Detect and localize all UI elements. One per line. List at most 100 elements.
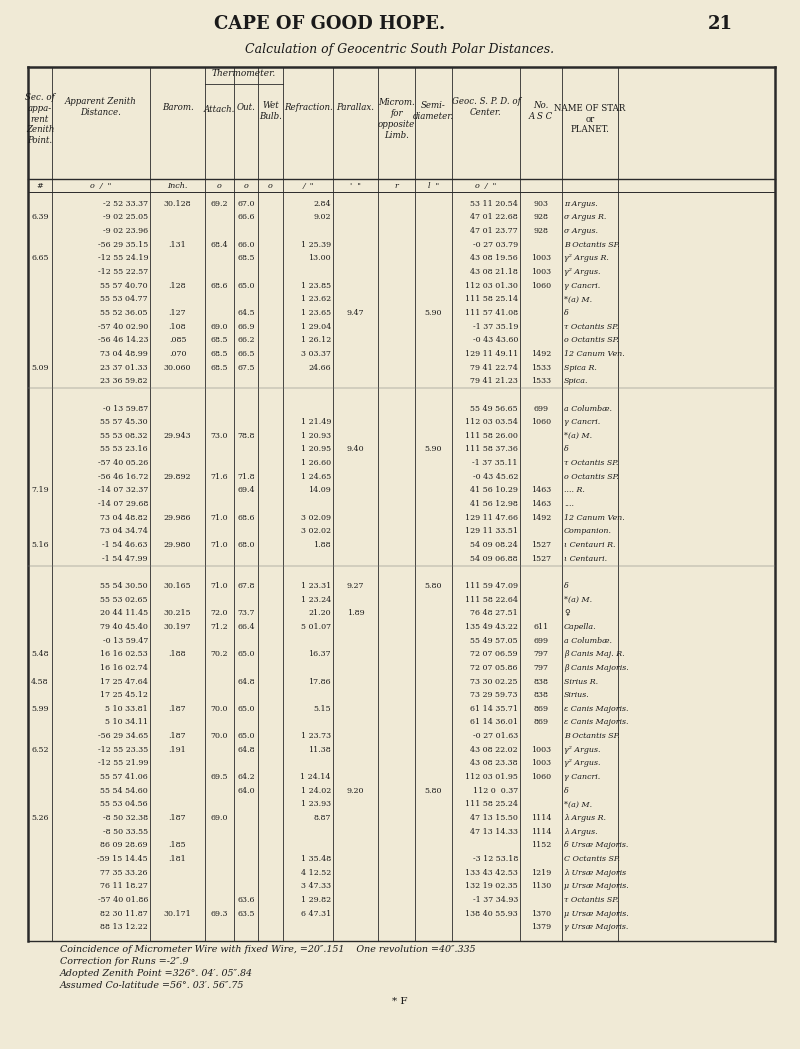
Text: 86 09 28.69: 86 09 28.69 — [101, 841, 148, 850]
Text: 1 23.24: 1 23.24 — [301, 596, 331, 603]
Text: 16 16 02.74: 16 16 02.74 — [100, 664, 148, 671]
Text: 72.0: 72.0 — [210, 609, 228, 617]
Text: No.
A S C: No. A S C — [529, 101, 553, 121]
Text: -56 46 16.72: -56 46 16.72 — [98, 473, 148, 480]
Text: 88 13 12.22: 88 13 12.22 — [100, 923, 148, 932]
Text: 111 58 26.00: 111 58 26.00 — [465, 432, 518, 440]
Text: 70.2: 70.2 — [210, 650, 228, 658]
Text: 70.0: 70.0 — [210, 732, 228, 741]
Text: 66.4: 66.4 — [237, 623, 255, 630]
Text: 138 40 55.93: 138 40 55.93 — [466, 909, 518, 918]
Text: 111 58 22.64: 111 58 22.64 — [465, 596, 518, 603]
Text: 1 23.62: 1 23.62 — [301, 296, 331, 303]
Text: 4.58: 4.58 — [31, 678, 49, 685]
Text: 1533: 1533 — [531, 364, 551, 371]
Text: Assumed Co-latitude =56°. 03′. 56″.75: Assumed Co-latitude =56°. 03′. 56″.75 — [60, 981, 244, 989]
Text: 111 59 47.09: 111 59 47.09 — [465, 582, 518, 590]
Text: 78.8: 78.8 — [238, 432, 254, 440]
Text: 68.6: 68.6 — [210, 282, 228, 290]
Text: 111 58 25.24: 111 58 25.24 — [465, 800, 518, 809]
Text: 30.215: 30.215 — [164, 609, 191, 617]
Text: 17 25 45.12: 17 25 45.12 — [100, 691, 148, 699]
Text: 16 16 02.53: 16 16 02.53 — [100, 650, 148, 658]
Text: 7.19: 7.19 — [31, 487, 49, 494]
Text: -2 52 33.37: -2 52 33.37 — [103, 199, 148, 208]
Text: 68.6: 68.6 — [238, 514, 254, 521]
Text: 112 03 01.95: 112 03 01.95 — [465, 773, 518, 782]
Text: 71.0: 71.0 — [210, 514, 228, 521]
Text: 838: 838 — [534, 691, 549, 699]
Text: -0 27 01.63: -0 27 01.63 — [473, 732, 518, 741]
Text: 1463: 1463 — [531, 487, 551, 494]
Text: -9 02 23.96: -9 02 23.96 — [103, 228, 148, 235]
Text: γ² Argus.: γ² Argus. — [564, 746, 601, 754]
Text: 5 10 34.11: 5 10 34.11 — [105, 719, 148, 727]
Text: 82 30 11.87: 82 30 11.87 — [100, 909, 148, 918]
Text: 47 13 15.50: 47 13 15.50 — [470, 814, 518, 822]
Text: o  /  ": o / " — [90, 181, 112, 190]
Text: 1060: 1060 — [531, 282, 551, 290]
Text: 68.5: 68.5 — [210, 337, 228, 344]
Text: 1003: 1003 — [531, 255, 551, 262]
Text: 73.0: 73.0 — [210, 432, 228, 440]
Text: 5.15: 5.15 — [314, 705, 331, 713]
Text: l  ": l " — [428, 181, 439, 190]
Text: 17.86: 17.86 — [308, 678, 331, 685]
Text: .185: .185 — [169, 841, 186, 850]
Text: 47 13 14.33: 47 13 14.33 — [470, 828, 518, 836]
Text: 30.197: 30.197 — [164, 623, 191, 630]
Text: 29.980: 29.980 — [164, 541, 191, 549]
Text: 54 09 06.88: 54 09 06.88 — [470, 555, 518, 562]
Text: .187: .187 — [169, 814, 186, 822]
Text: 797: 797 — [534, 664, 549, 671]
Text: 1 21.49: 1 21.49 — [301, 419, 331, 426]
Text: Sirius R.: Sirius R. — [564, 678, 598, 685]
Text: δ: δ — [564, 446, 569, 453]
Text: .181: .181 — [169, 855, 186, 863]
Text: 112 03 01.30: 112 03 01.30 — [465, 282, 518, 290]
Text: 4 12.52: 4 12.52 — [301, 869, 331, 877]
Text: Sirius.: Sirius. — [564, 691, 590, 699]
Text: o: o — [268, 181, 273, 190]
Text: 73 04 48.82: 73 04 48.82 — [100, 514, 148, 521]
Text: δ: δ — [564, 582, 569, 590]
Text: 71.2: 71.2 — [210, 623, 228, 630]
Text: NAME OF STAR
or
PLANET.: NAME OF STAR or PLANET. — [554, 104, 626, 134]
Text: 72 07 06.59: 72 07 06.59 — [470, 650, 518, 658]
Text: 54 09 08.24: 54 09 08.24 — [470, 541, 518, 549]
Text: 63.6: 63.6 — [238, 896, 254, 904]
Text: 1.89: 1.89 — [346, 609, 364, 617]
Text: 30.171: 30.171 — [164, 909, 191, 918]
Text: 41 56 12.98: 41 56 12.98 — [470, 500, 518, 508]
Text: .131: .131 — [169, 241, 186, 249]
Text: 30.128: 30.128 — [164, 199, 191, 208]
Text: .188: .188 — [169, 650, 186, 658]
Text: 67.5: 67.5 — [238, 364, 254, 371]
Text: 55 49 56.65: 55 49 56.65 — [470, 405, 518, 412]
Text: 55 54 30.50: 55 54 30.50 — [100, 582, 148, 590]
Text: 1492: 1492 — [531, 514, 551, 521]
Text: 5.90: 5.90 — [425, 309, 442, 317]
Text: Barom.: Barom. — [162, 103, 194, 111]
Text: σ Argus.: σ Argus. — [564, 228, 598, 235]
Text: 13.00: 13.00 — [308, 255, 331, 262]
Text: λ Argus R.: λ Argus R. — [564, 814, 606, 822]
Text: .127: .127 — [169, 309, 186, 317]
Text: 1379: 1379 — [531, 923, 551, 932]
Text: 9.02: 9.02 — [314, 214, 331, 221]
Text: 61 14 36.01: 61 14 36.01 — [470, 719, 518, 727]
Text: 112 0  0.37: 112 0 0.37 — [473, 787, 518, 795]
Text: 838: 838 — [534, 678, 549, 685]
Text: 64.2: 64.2 — [237, 773, 255, 782]
Text: γ Ursæ Majoris.: γ Ursæ Majoris. — [564, 923, 628, 932]
Text: 135 49 43.22: 135 49 43.22 — [465, 623, 518, 630]
Text: 1130: 1130 — [531, 882, 551, 891]
Text: -0 13 59.47: -0 13 59.47 — [102, 637, 148, 644]
Text: γ Cancri.: γ Cancri. — [564, 773, 600, 782]
Text: 8.87: 8.87 — [314, 814, 331, 822]
Text: CAPE OF GOOD HOPE.: CAPE OF GOOD HOPE. — [214, 15, 446, 33]
Text: 1060: 1060 — [531, 773, 551, 782]
Text: 55 53 02.65: 55 53 02.65 — [101, 596, 148, 603]
Text: 67.0: 67.0 — [238, 199, 254, 208]
Text: 6.52: 6.52 — [31, 746, 49, 754]
